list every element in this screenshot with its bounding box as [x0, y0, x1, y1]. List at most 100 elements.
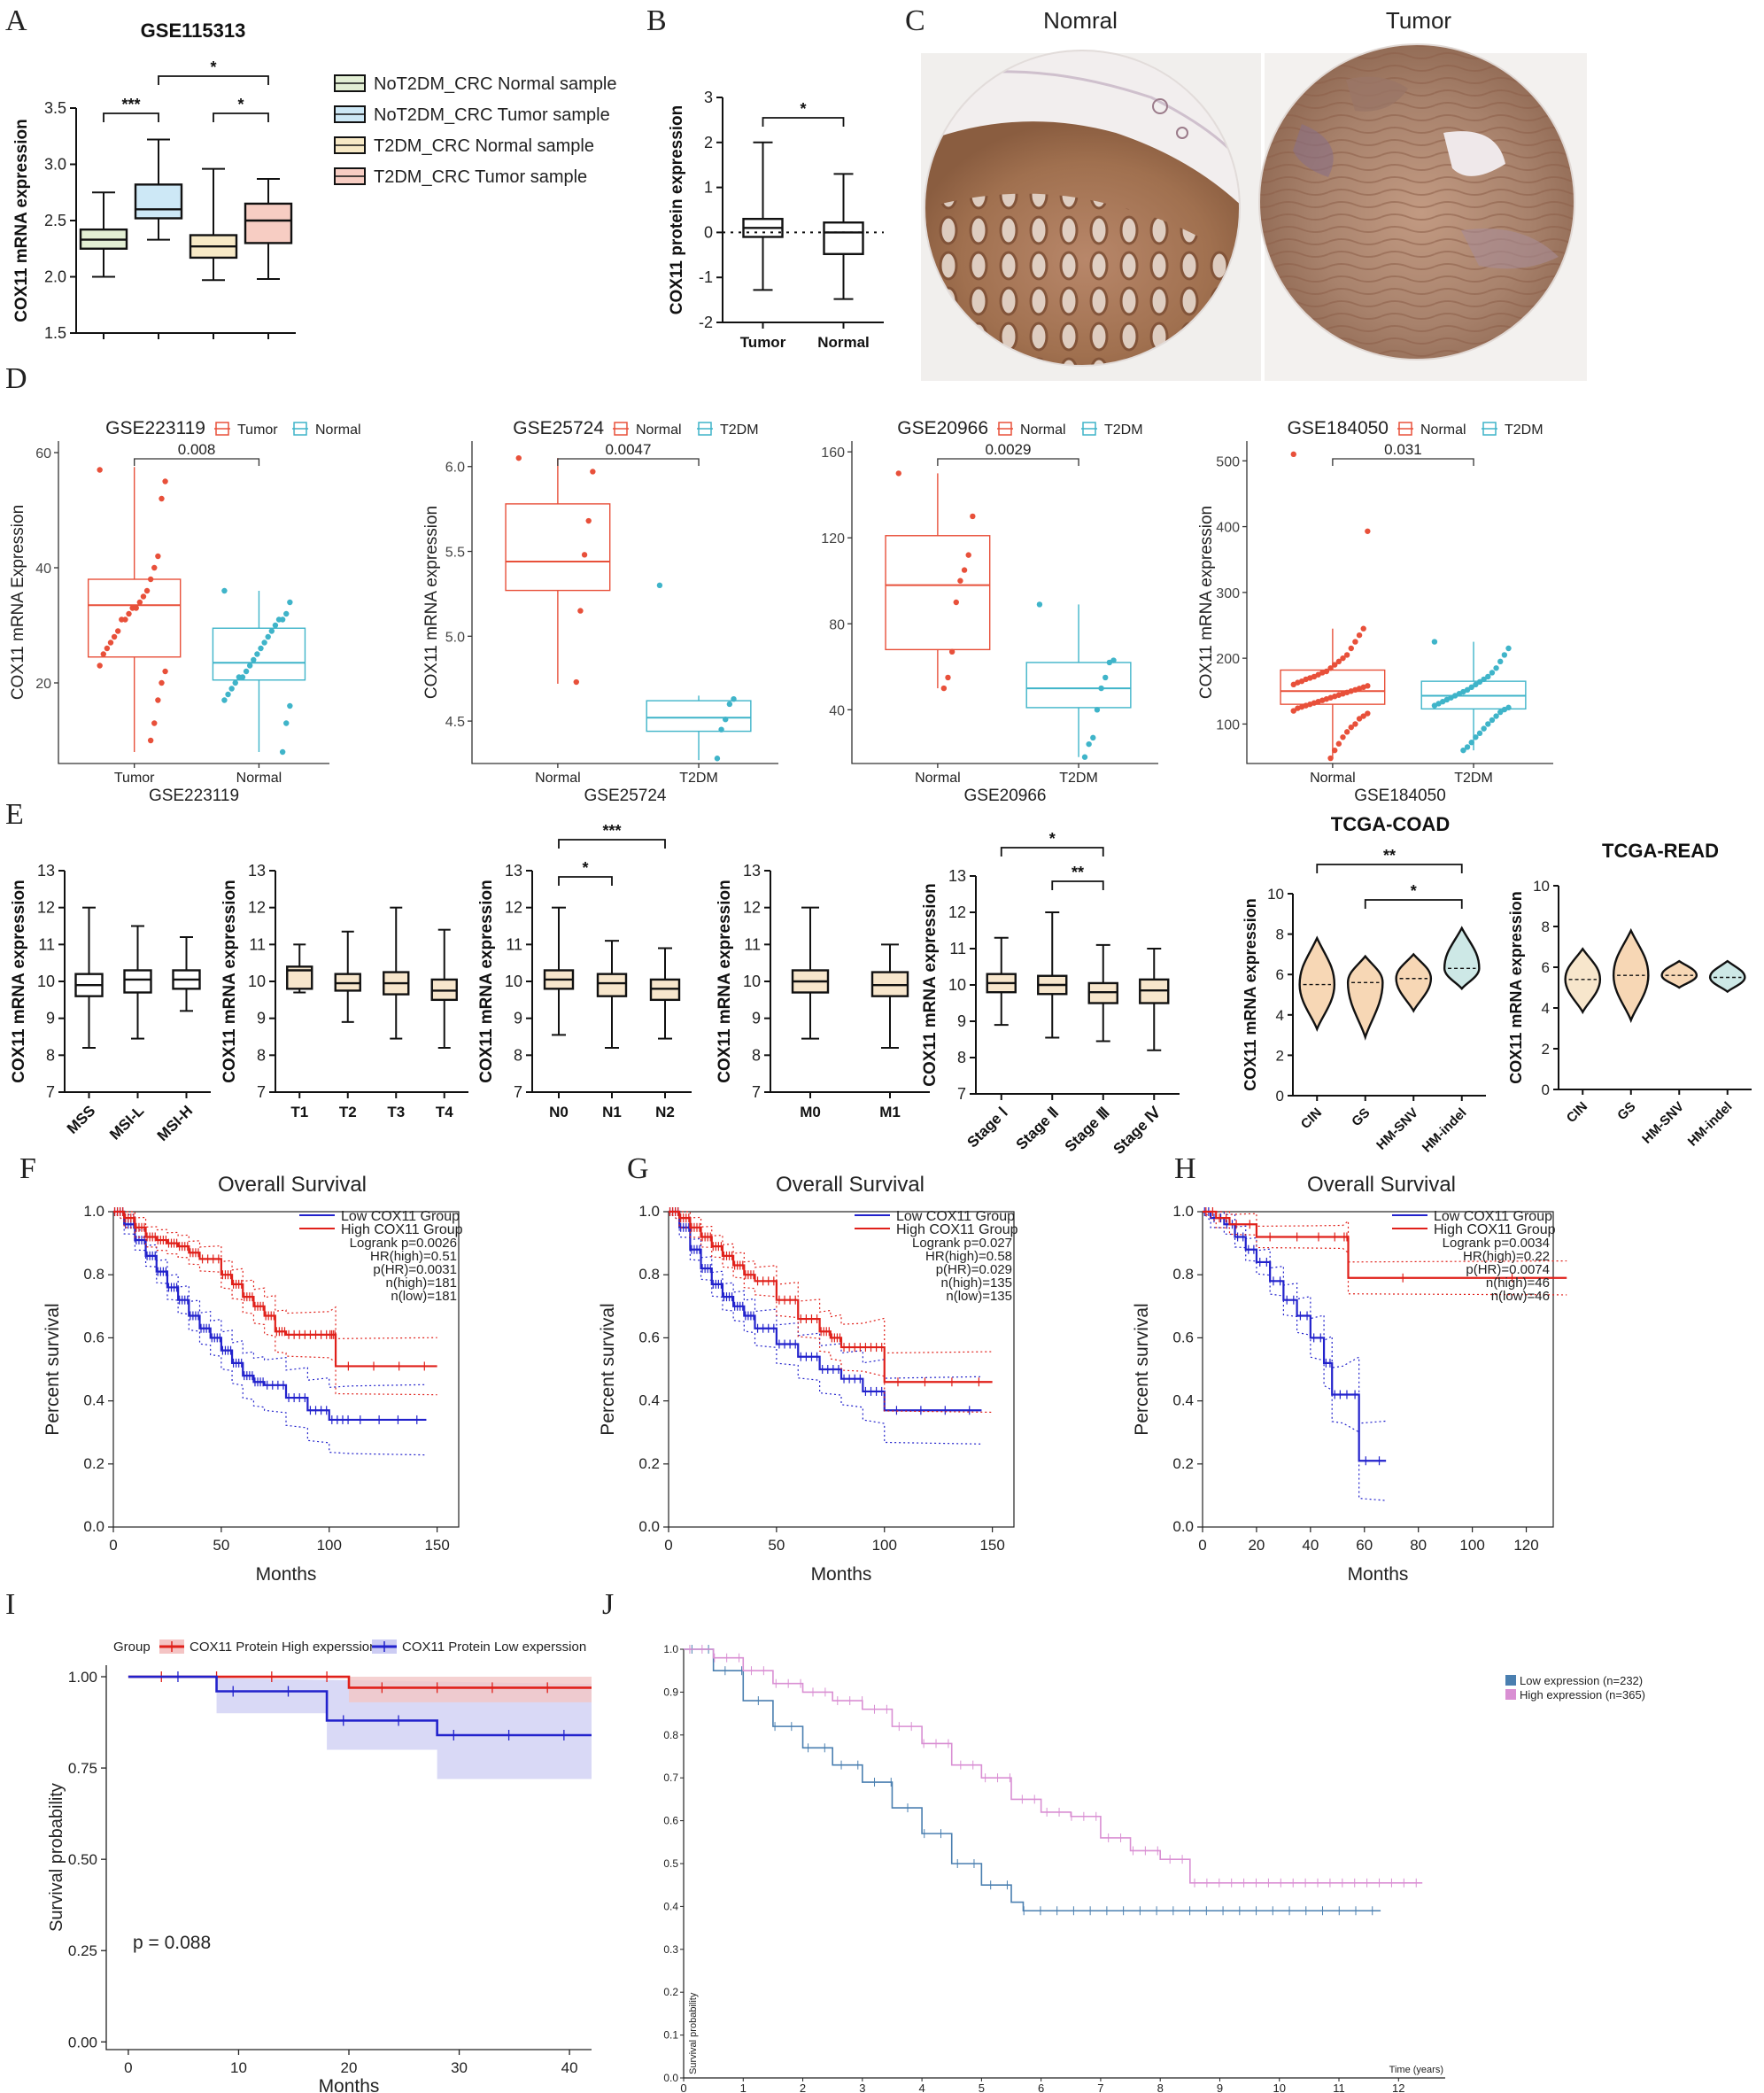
- x-tick-label: Stage Ⅱ: [1013, 1104, 1062, 1152]
- normal-tissue-core: [925, 50, 1240, 366]
- data-point: [1497, 658, 1504, 665]
- y-tick-label: 6.0: [445, 461, 465, 476]
- axis-lines: [722, 97, 884, 323]
- data-point: [1497, 709, 1504, 716]
- data-point: [577, 608, 584, 614]
- y-tick-label: 500: [1216, 454, 1240, 469]
- data-point: [1365, 710, 1371, 717]
- violin: [1395, 952, 1433, 1013]
- stat-text: HR(high)=0.58: [925, 1249, 1012, 1264]
- pvalue-label: 0.031: [1384, 441, 1422, 458]
- y-tick-label: 0.4: [663, 1900, 678, 1912]
- ci-lower: [112, 1211, 437, 1396]
- y-tick-label: 0: [1276, 1088, 1284, 1105]
- survival-curve: [684, 1648, 1423, 1884]
- x-tick-label: HM-indel: [1420, 1105, 1470, 1156]
- y-tick-label: 0.9: [663, 1686, 678, 1698]
- x-tick-label: Normal: [915, 771, 961, 786]
- x-axis-title: Months: [1348, 1564, 1409, 1585]
- data-point: [1468, 684, 1474, 691]
- x-tick-label: 50: [768, 1537, 785, 1554]
- y-tick-label: 0.25: [68, 1942, 97, 1959]
- stat-text: n(high)=135: [941, 1275, 1012, 1291]
- data-point: [221, 697, 228, 703]
- box: [885, 535, 991, 651]
- y-tick-label: 20: [35, 677, 51, 692]
- data-point: [1094, 707, 1101, 713]
- plot-frame: [1202, 1211, 1554, 1528]
- survival-curve: [128, 1675, 592, 1737]
- x-tick-label: 0: [664, 1537, 672, 1554]
- x-tick-label: 0: [124, 2059, 132, 2076]
- y-tick-label: 9: [957, 1012, 966, 1030]
- y-tick-label: 0.7: [663, 1771, 678, 1784]
- data-point: [1335, 740, 1342, 747]
- y-tick-label: 0.5: [663, 1857, 678, 1870]
- data-point: [100, 651, 106, 657]
- y-tick-label: 60: [35, 446, 51, 461]
- data-point: [1481, 725, 1487, 732]
- data-point: [1348, 724, 1354, 731]
- panel-letter: F: [19, 1152, 36, 1185]
- y-tick-label: 12: [505, 899, 522, 917]
- x-tick-label: 60: [1356, 1537, 1373, 1554]
- significance-label: **: [1383, 847, 1396, 864]
- y-tick-label: 0.6: [663, 1815, 678, 1827]
- chart-d4: 100 200 300 400 500 COX11 mRNA expression GSE1…: [1197, 418, 1553, 805]
- panel-letters: A B C D E F G H I J: [5, 4, 1196, 1621]
- y-axis-title: COX11 mRNA expression: [1242, 898, 1259, 1090]
- chart-e1: 7 8 9 10 11 12 13 COX11 mRNA expression MSS MSI-L…: [10, 862, 211, 1144]
- chart-e2: 7 8 9 10 11 12 13 COX11 mRNA expression T1 T2 T3 T4: [220, 862, 468, 1120]
- data-point: [965, 552, 971, 558]
- x-tick-label: Normal: [817, 334, 870, 351]
- chart-g: 0.0 0.2 0.4 0.6 0.8 1.0 0 50 100 150 Months Percent…: [598, 1173, 1018, 1585]
- y-tick-label: 11: [38, 935, 55, 953]
- data-point: [126, 610, 132, 617]
- ci-upper: [1203, 1211, 1387, 1424]
- y-tick-label: 5.0: [445, 630, 465, 645]
- chart-title: GSE184050: [1288, 418, 1389, 438]
- y-tick-label: 9: [46, 1010, 55, 1027]
- data-point: [1098, 685, 1104, 692]
- data-point: [275, 616, 282, 623]
- x-tick-label: 0: [109, 1537, 117, 1554]
- y-tick-label: 100: [1216, 717, 1240, 733]
- x-tick-label: 9: [1217, 2081, 1223, 2093]
- x-tick-label: 150: [424, 1537, 449, 1554]
- data-point: [104, 645, 111, 652]
- pvalue-bracket: [1332, 458, 1474, 466]
- data-point: [573, 678, 579, 686]
- stat-text: Logrank p=0.0026: [350, 1236, 457, 1251]
- data-point: [140, 593, 147, 600]
- data-point: [254, 651, 260, 657]
- y-tick-label: 5.5: [445, 546, 465, 561]
- data-point: [107, 640, 114, 646]
- x-axis-title: GSE20966: [964, 787, 1047, 805]
- y-tick-label: 2.0: [44, 268, 66, 286]
- y-axis-title: COX11 mRNA expression: [1507, 891, 1525, 1083]
- data-point: [1036, 601, 1043, 608]
- pvalue-label: 0.0047: [605, 441, 651, 458]
- data-point: [162, 478, 168, 484]
- significance-bracket: [558, 839, 666, 849]
- y-tick-label: 0.6: [1172, 1329, 1194, 1345]
- axis-lines: [471, 441, 778, 764]
- data-point: [1295, 705, 1301, 711]
- significance-bracket: [158, 75, 269, 85]
- x-tick-label: HM-indel: [1685, 1099, 1736, 1150]
- y-tick-label: 0.8: [638, 1266, 660, 1283]
- significance-label: **: [1072, 864, 1084, 881]
- x-tick-label: MSS: [64, 1102, 98, 1136]
- x-tick-label: 10: [1273, 2081, 1286, 2093]
- ci-band-high: [128, 1677, 592, 1702]
- y-tick-label: 9: [257, 1010, 266, 1027]
- data-point: [1493, 665, 1499, 671]
- data-point: [1343, 729, 1350, 735]
- data-point: [1327, 665, 1334, 671]
- y-tick-label: -1: [699, 268, 713, 286]
- data-point: [1332, 662, 1338, 668]
- data-point: [261, 640, 267, 646]
- significance-label: *: [582, 859, 588, 877]
- y-axis-title: COX11 mRNA expression: [220, 880, 239, 1083]
